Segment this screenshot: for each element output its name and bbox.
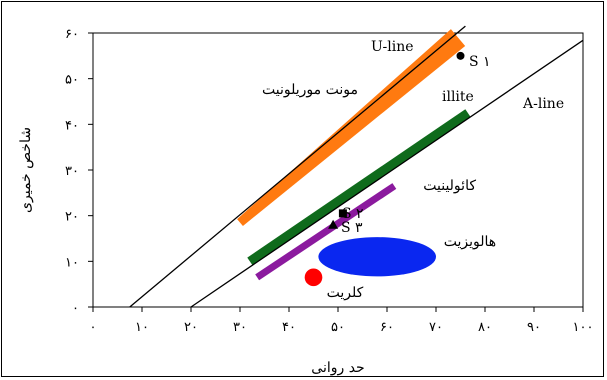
y-tick-label-0: ۰ bbox=[72, 301, 79, 316]
halloysite-label: هالویزیت bbox=[444, 234, 496, 250]
halloysite-region bbox=[318, 237, 437, 277]
u-line bbox=[129, 25, 466, 308]
x-tick-label-70: ۷۰ bbox=[429, 320, 443, 335]
sample-point-3 bbox=[328, 219, 339, 229]
y-tick-label-40: ۴۰ bbox=[65, 118, 79, 133]
y-tick-label-10: ۱۰ bbox=[65, 255, 79, 270]
y-tick-label-30: ۳۰ bbox=[65, 164, 79, 179]
a-line-label: A-line bbox=[522, 96, 564, 112]
x-tick-label-90: ۹۰ bbox=[527, 320, 541, 335]
montmorillonite-band bbox=[237, 29, 466, 226]
x-tick-label-0: ۰ bbox=[90, 320, 97, 335]
x-tick-label-40: ۴۰ bbox=[282, 320, 296, 335]
u-line-label: U-line bbox=[371, 39, 414, 55]
sample-point-1 bbox=[456, 51, 465, 60]
y-axis-title: شاخص خمیری bbox=[18, 127, 34, 213]
a-line bbox=[190, 39, 584, 308]
y-tick-label-20: ۲۰ bbox=[65, 210, 79, 225]
kaolinite-label: کائولینیت bbox=[423, 178, 476, 194]
sample-label-1: S ۱ bbox=[469, 54, 491, 70]
x-tick-label-30: ۳۰ bbox=[233, 320, 247, 335]
y-tick-label-50: ۵۰ bbox=[65, 73, 79, 88]
x-tick-label-60: ۶۰ bbox=[380, 320, 394, 335]
montmorillonite-label: مونت موریلونیت bbox=[262, 82, 358, 98]
x-tick-label-80: ۸۰ bbox=[478, 320, 492, 335]
chlorite-region bbox=[304, 268, 323, 287]
x-axis-title: حد روانی bbox=[311, 360, 364, 376]
x-tick-label-50: ۵۰ bbox=[331, 320, 345, 335]
kaolinite-band bbox=[255, 183, 397, 281]
sample-point-2 bbox=[338, 209, 347, 218]
chlorite-label: کلریت bbox=[327, 285, 364, 301]
illite-band bbox=[247, 109, 471, 266]
illite-label: illite bbox=[442, 89, 474, 105]
sample-label-2: S ۲ bbox=[342, 206, 364, 222]
x-tick-label-20: ۲۰ bbox=[184, 320, 198, 335]
y-tick-label-60: ۶۰ bbox=[65, 27, 79, 42]
x-tick-label-10: ۱۰ bbox=[135, 320, 149, 335]
x-tick-label-100: ۱۰۰ bbox=[573, 320, 594, 335]
sample-label-3: S ۳ bbox=[341, 220, 363, 236]
